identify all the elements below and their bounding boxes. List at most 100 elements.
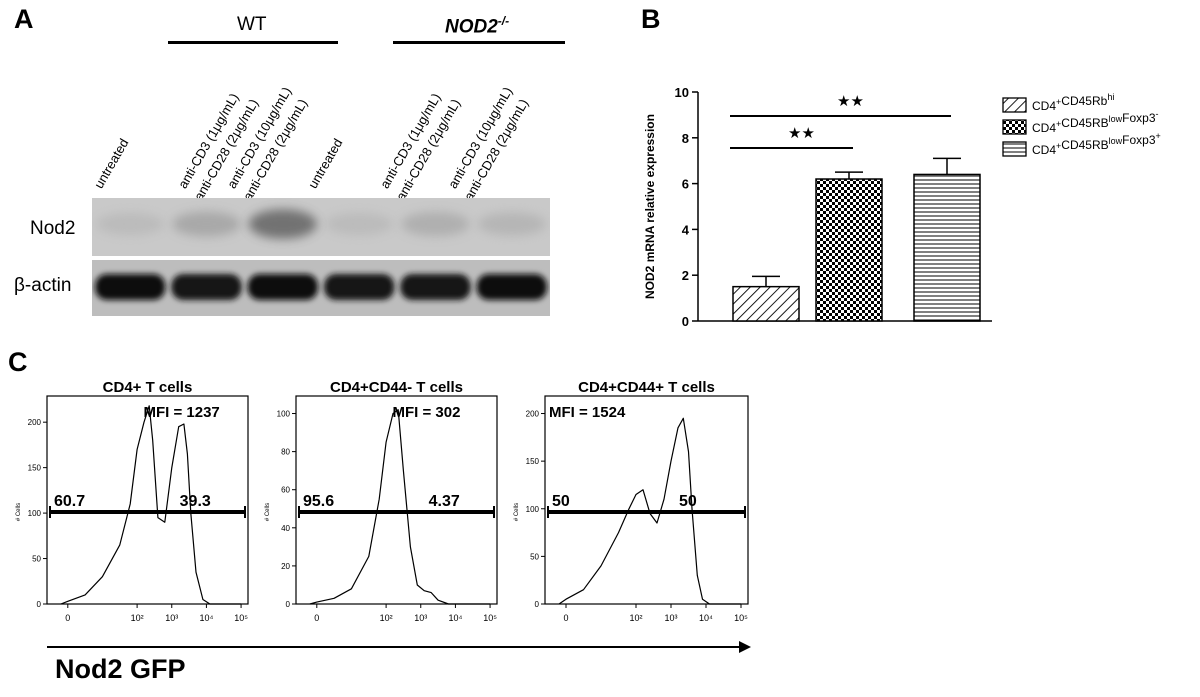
- gate-left-pct: 60.7: [54, 493, 85, 510]
- y-tick-label: 8: [682, 131, 689, 146]
- mfi-label: MFI = 1524: [549, 404, 626, 421]
- flow-y-tick-label: 150: [526, 457, 540, 466]
- y-tick-label: 2: [682, 268, 689, 283]
- flow-x-tick-label: 10⁵: [734, 613, 748, 623]
- nod2-band: [172, 211, 241, 237]
- flow-x-tick-label: 10³: [414, 613, 427, 623]
- nod2-band: [248, 209, 317, 239]
- panel-a-letter: A: [14, 4, 34, 34]
- flow-x-tick-label: 10⁵: [483, 613, 497, 623]
- flow-y-tick-label: 50: [530, 552, 539, 561]
- blot-strip-nod2: [92, 198, 550, 256]
- flow-y-tick-label: 40: [281, 524, 290, 533]
- y-tick-label: 10: [675, 85, 689, 100]
- mfi-label: MFI = 1237: [143, 404, 219, 421]
- flow-x-tick-label: 0: [314, 613, 319, 623]
- nod2-band: [96, 212, 165, 236]
- flow-y-label: # Cells: [16, 503, 22, 521]
- flow-x-tick-label: 0: [563, 613, 568, 623]
- nod2-band: [477, 212, 546, 236]
- flow-frame: [295, 395, 498, 605]
- flow-y-label: # Cells: [514, 503, 520, 521]
- flow-y-tick-label: 150: [28, 464, 42, 473]
- flow-frame: [46, 395, 249, 605]
- significance-stars: ★★: [837, 93, 864, 110]
- flow-y-tick-label: 80: [281, 448, 290, 457]
- bar: [815, 178, 883, 322]
- gate-right-pct: 50: [679, 493, 697, 510]
- panel-c-letter: C: [8, 347, 28, 377]
- y-axis-label: NOD2 mRNA relative expression: [643, 114, 657, 299]
- flow-x-tick-label: 10⁴: [448, 613, 462, 623]
- flow-x-tick-label: 10²: [380, 613, 393, 623]
- blot-label-nod2: Nod2: [30, 218, 76, 239]
- y-tick-label: 0: [682, 314, 689, 329]
- flow-y-tick-label: 200: [28, 418, 42, 427]
- flow-x-tick-label: 0: [65, 613, 70, 623]
- bar: [732, 285, 800, 322]
- actin-band: [476, 274, 547, 300]
- actin-band: [324, 274, 395, 300]
- actin-band: [247, 274, 318, 300]
- gate-right-pct: 4.37: [429, 493, 460, 510]
- flow-y-tick-label: 0: [535, 600, 540, 609]
- legend-swatch: [1002, 119, 1027, 135]
- bar-chart: 0 2 4 6 8 10 NOD2 mRNA relative expression ★★ ★★…: [643, 85, 1161, 329]
- actin-band: [171, 274, 242, 300]
- nod2-band: [401, 212, 470, 236]
- flow-y-tick-label: 50: [32, 555, 41, 564]
- blot-strip-actin: [92, 260, 550, 316]
- flow-x-tick-label: 10²: [131, 613, 144, 623]
- group-title-wt: WT: [237, 14, 267, 35]
- legend-swatch: [1002, 141, 1027, 157]
- legend-label: CD4+CD45Rbhi: [1032, 92, 1114, 113]
- histogram-curve: [309, 409, 491, 605]
- flow-y-tick-label: 60: [281, 486, 290, 495]
- y-tick-label: 4: [682, 222, 690, 237]
- flow-y-tick-label: 0: [286, 600, 291, 609]
- flow-x-tick-label: 10²: [629, 613, 642, 623]
- flow-y-tick-label: 100: [277, 410, 291, 419]
- flow-x-tick-label: 10⁵: [234, 613, 248, 623]
- lane-label-4: untreated: [305, 135, 346, 191]
- group-title-nod2: NOD2-/-: [445, 14, 509, 38]
- flow-x-tick-label: 10³: [664, 613, 677, 623]
- y-tick-label: 6: [682, 177, 689, 192]
- group-line-wt: [168, 41, 338, 44]
- legend-swatch: [1002, 97, 1027, 113]
- western-blot: [92, 198, 550, 316]
- actin-band: [400, 274, 471, 300]
- gate-left-pct: 95.6: [303, 493, 334, 510]
- legend-label: CD4+CD45RBlowFoxp3+: [1032, 131, 1161, 157]
- flow-y-tick-label: 20: [281, 562, 290, 571]
- flow-y-tick-label: 200: [526, 410, 540, 419]
- lane-label-1: untreated: [91, 135, 132, 191]
- group-line-nod2: [393, 41, 565, 44]
- nod2-band: [325, 212, 394, 236]
- histogram-curve: [60, 405, 242, 605]
- flow-y-label: # Cells: [265, 503, 271, 521]
- flow-title: CD4+ T cells: [103, 379, 193, 396]
- flow-frame: [544, 395, 749, 605]
- actin-band: [95, 274, 166, 300]
- flow-title: CD4+CD44- T cells: [330, 379, 463, 396]
- flow-x-tick-label: 10³: [165, 613, 178, 623]
- blot-label-actin: β-actin: [14, 275, 72, 296]
- gate-left-pct: 50: [552, 493, 570, 510]
- flow-title: CD4+CD44+ T cells: [578, 379, 715, 396]
- gate-right-pct: 39.3: [180, 493, 211, 510]
- legend-label: CD4+CD45RBlowFoxp3-: [1032, 109, 1159, 135]
- flow-x-tick-label: 10⁴: [699, 613, 713, 623]
- mfi-label: MFI = 302: [392, 404, 460, 421]
- flow-y-tick-label: 100: [526, 505, 540, 514]
- flow-y-tick-label: 100: [28, 509, 42, 518]
- group-title-nod2-text: NOD2: [445, 16, 498, 38]
- flow-y-tick-label: 0: [37, 600, 42, 609]
- group-title-nod2-sup: -/-: [497, 14, 510, 28]
- flow-x-tick-label: 10⁴: [199, 613, 213, 623]
- bar: [913, 173, 981, 322]
- panel-b-letter: B: [641, 4, 661, 34]
- x-axis-title-nod2-gfp: Nod2 GFP: [55, 654, 186, 684]
- significance-stars: ★★: [788, 125, 815, 142]
